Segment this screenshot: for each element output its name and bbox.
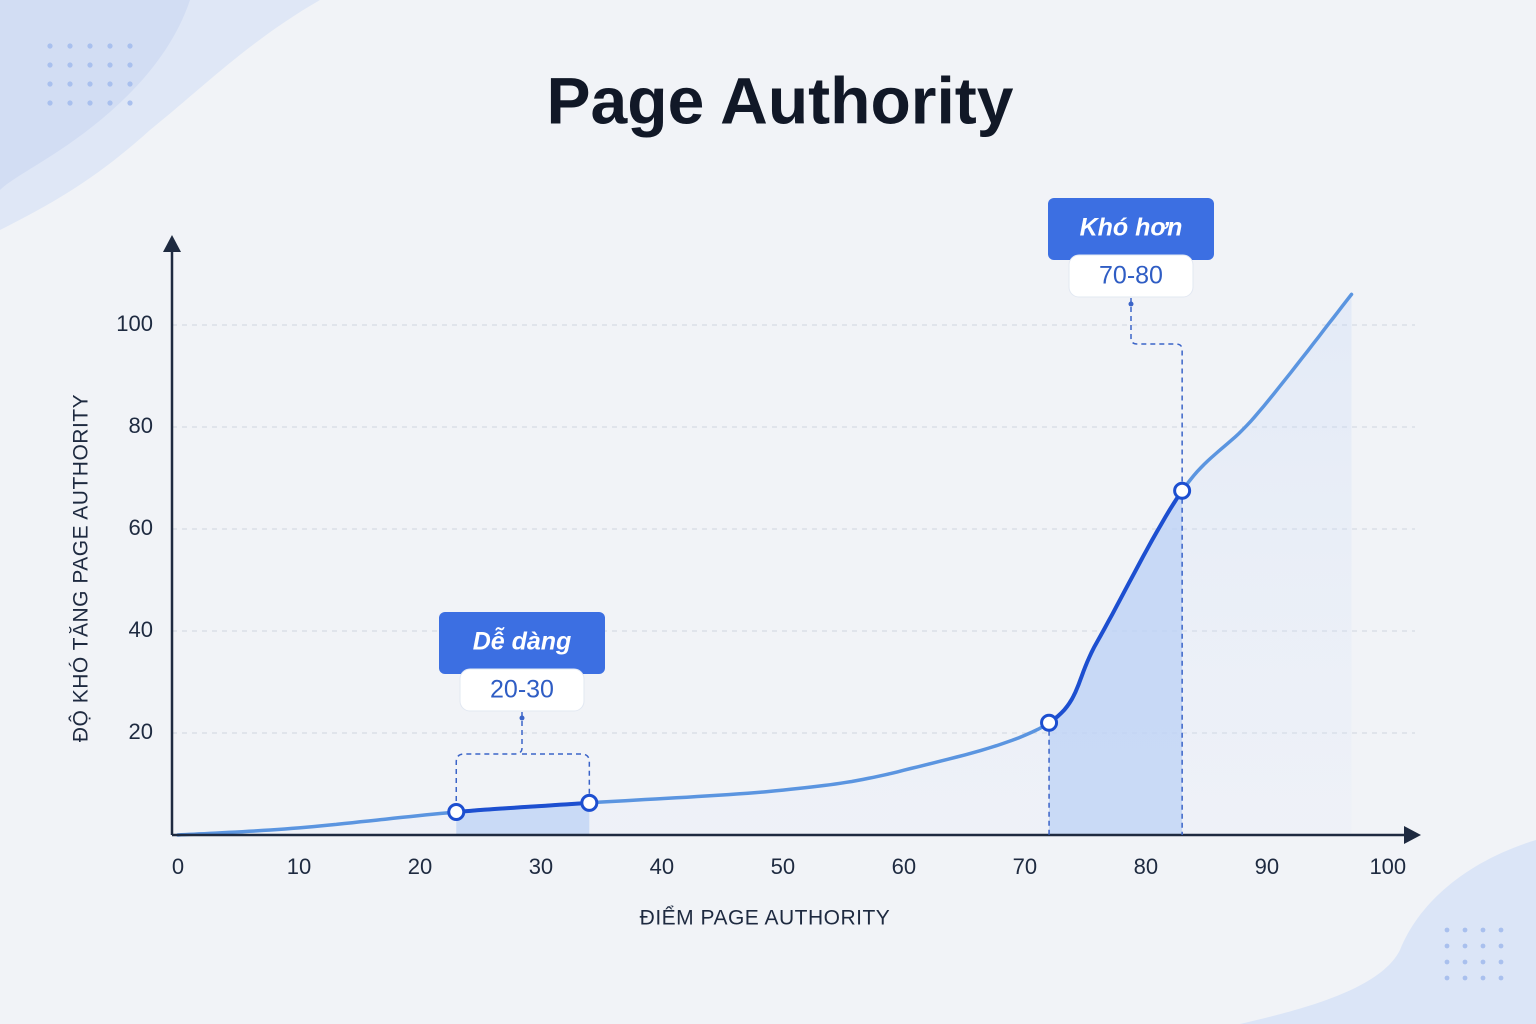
y-axis-arrow <box>163 235 181 252</box>
dot <box>107 100 113 106</box>
x-tick-label: 40 <box>650 854 674 879</box>
dot <box>67 81 73 87</box>
x-tick-label: 80 <box>1134 854 1158 879</box>
highlight-point <box>447 803 466 822</box>
dot <box>87 62 93 68</box>
x-tick-label: 50 <box>771 854 795 879</box>
highlight-line <box>454 800 592 814</box>
dot <box>1444 975 1450 981</box>
x-tick-label: 60 <box>892 854 916 879</box>
dot <box>1480 975 1486 981</box>
chart-title: Page Authority <box>547 63 1014 137</box>
dot <box>47 81 53 87</box>
dot <box>107 43 113 49</box>
x-tick-label: 10 <box>287 854 311 879</box>
dot <box>87 81 93 87</box>
dot <box>1498 943 1504 949</box>
area <box>178 294 1352 835</box>
dot <box>47 62 53 68</box>
range-label: 20-30 <box>490 676 554 704</box>
line <box>176 292 1354 837</box>
callout-label: Khó hơn <box>1080 214 1183 242</box>
y-axis-label: ĐỘ KHÓ TĂNG PAGE AUTHORITY <box>70 394 93 742</box>
connector-dot <box>1128 301 1134 307</box>
corner-blob <box>0 0 190 190</box>
dot <box>1498 975 1504 981</box>
dot <box>67 100 73 106</box>
dot <box>107 62 113 68</box>
highlight-area <box>1049 490 1183 835</box>
x-axis-arrow <box>1404 826 1421 844</box>
dot <box>1480 959 1486 965</box>
dot <box>1498 959 1504 965</box>
range-label: 70-80 <box>1099 262 1163 290</box>
x-tick-label: 90 <box>1255 854 1279 879</box>
bracket <box>455 712 591 805</box>
highlight-point <box>1173 481 1192 500</box>
x-tick-label: 70 <box>1013 854 1037 879</box>
dot <box>87 43 93 49</box>
dot <box>127 43 133 49</box>
dot <box>47 43 53 49</box>
highlight-point <box>1040 713 1059 732</box>
dot <box>107 81 113 87</box>
callout-label: Dễ dàng <box>473 627 572 656</box>
y-tick-label: 80 <box>129 413 153 438</box>
dot <box>1480 943 1486 949</box>
dot <box>1498 927 1504 933</box>
range-pill <box>459 668 585 712</box>
range-pill <box>1068 254 1194 298</box>
y-tick-label: 100 <box>116 311 153 336</box>
connector-dot <box>519 715 525 721</box>
dot <box>1462 943 1468 949</box>
x-tick-label: 30 <box>529 854 553 879</box>
callout-box <box>439 612 605 674</box>
x-tick-label: 20 <box>408 854 432 879</box>
dot <box>1444 943 1450 949</box>
dot <box>1444 959 1450 965</box>
dot <box>1462 959 1468 965</box>
dot <box>1444 927 1450 933</box>
highlight-line <box>1047 488 1185 725</box>
dot <box>67 43 73 49</box>
dot <box>1462 975 1468 981</box>
dot <box>87 100 93 106</box>
y-tick-label: 60 <box>129 515 153 540</box>
highlight-point <box>580 793 599 812</box>
dot <box>67 62 73 68</box>
dot <box>47 100 53 106</box>
corner-blob <box>1240 840 1536 1024</box>
y-tick-label: 40 <box>129 617 153 642</box>
dot <box>1462 927 1468 933</box>
dot <box>1480 927 1486 933</box>
y-tick-label: 20 <box>129 719 153 744</box>
callout-box <box>1048 198 1214 260</box>
dot <box>127 100 133 106</box>
dot-grid <box>47 43 1504 981</box>
x-tick-label: 0 <box>172 854 184 879</box>
dot <box>127 62 133 68</box>
dot <box>127 81 133 87</box>
x-axis-label: ĐIỂM PAGE AUTHORITY <box>640 907 891 930</box>
x-tick-label: 100 <box>1369 854 1406 879</box>
